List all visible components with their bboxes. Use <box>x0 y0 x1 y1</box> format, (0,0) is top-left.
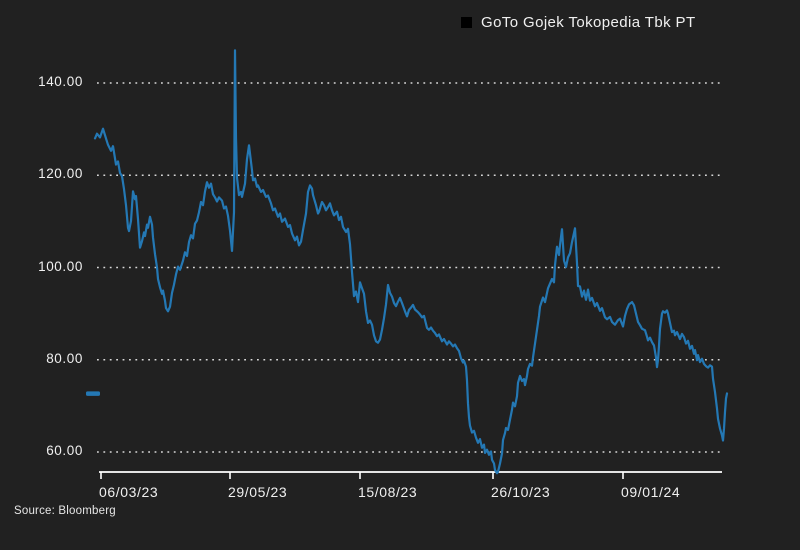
source-attribution: Source: Bloomberg <box>14 505 116 517</box>
y-tick-label: 100.00 <box>38 258 83 274</box>
y-tick-label: 60.00 <box>46 443 83 458</box>
x-tick-label: 06/03/23 <box>99 484 159 500</box>
x-tick-label: 29/05/23 <box>228 484 288 500</box>
price-line <box>93 49 729 475</box>
y-tick-label: 140.00 <box>38 74 83 89</box>
y-tick-label: 80.00 <box>46 350 83 366</box>
y-tick-label: 120.00 <box>38 166 83 182</box>
legend-label: GoTo Gojek Tokopedia Tbk PT <box>481 14 696 31</box>
x-tick-label: 26/10/23 <box>491 484 551 500</box>
legend-swatch <box>461 17 472 28</box>
last-price-marker <box>86 391 100 396</box>
x-tick-label: 09/01/24 <box>621 484 681 500</box>
legend: GoTo Gojek Tokopedia Tbk PT <box>461 14 696 31</box>
x-tick-label: 15/08/23 <box>358 484 418 500</box>
